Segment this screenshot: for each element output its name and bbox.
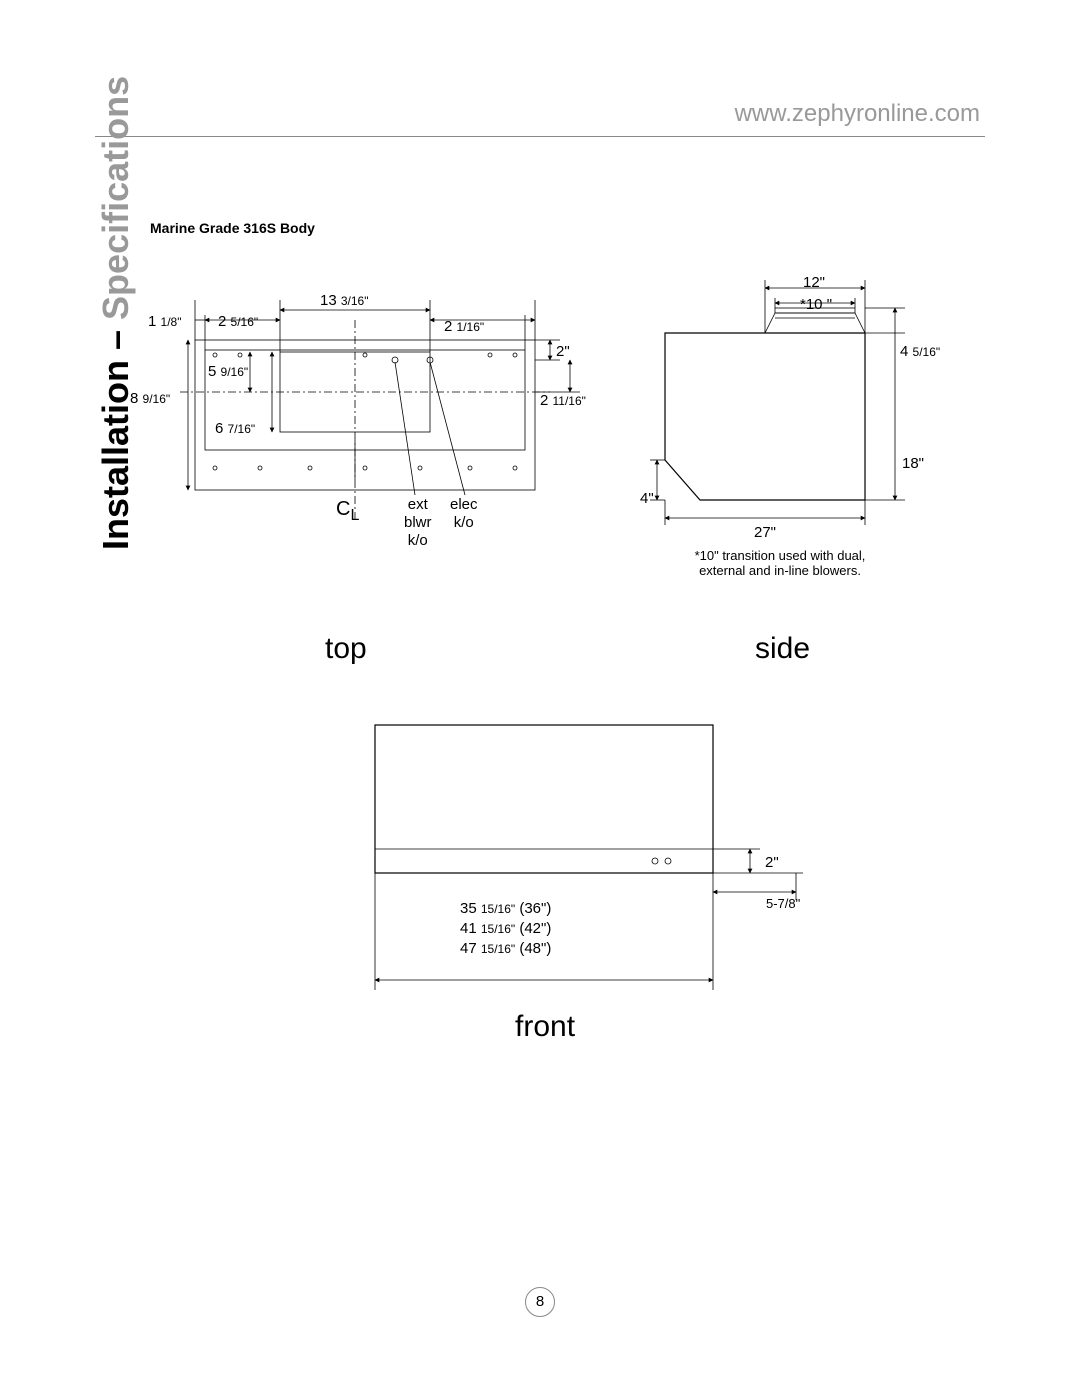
front-view-drawing: [0, 600, 1080, 1050]
dim-27in: 27": [754, 524, 776, 541]
dim-4-5-16: 4 5/16": [900, 343, 940, 360]
dim-4in: 4": [640, 490, 654, 507]
dim-18in: 18": [902, 455, 924, 472]
side-note: *10" transition used with dual, external…: [660, 548, 900, 578]
page-number: 8: [525, 1287, 555, 1317]
dim-front-2in: 2": [765, 854, 779, 871]
dim-size36: 35 15/16" (36"): [460, 900, 551, 917]
dim-size48: 47 15/16" (48"): [460, 940, 551, 957]
dim-size42: 41 15/16" (42"): [460, 920, 551, 937]
page: www.zephyronline.com Installation – Spec…: [0, 0, 1080, 1397]
dim-10in: *10 ": [800, 296, 832, 313]
dim-5-7-8: 5-7/8": [766, 896, 800, 911]
dim-12in: 12": [803, 274, 825, 291]
front-view-label: front: [515, 1010, 575, 1044]
